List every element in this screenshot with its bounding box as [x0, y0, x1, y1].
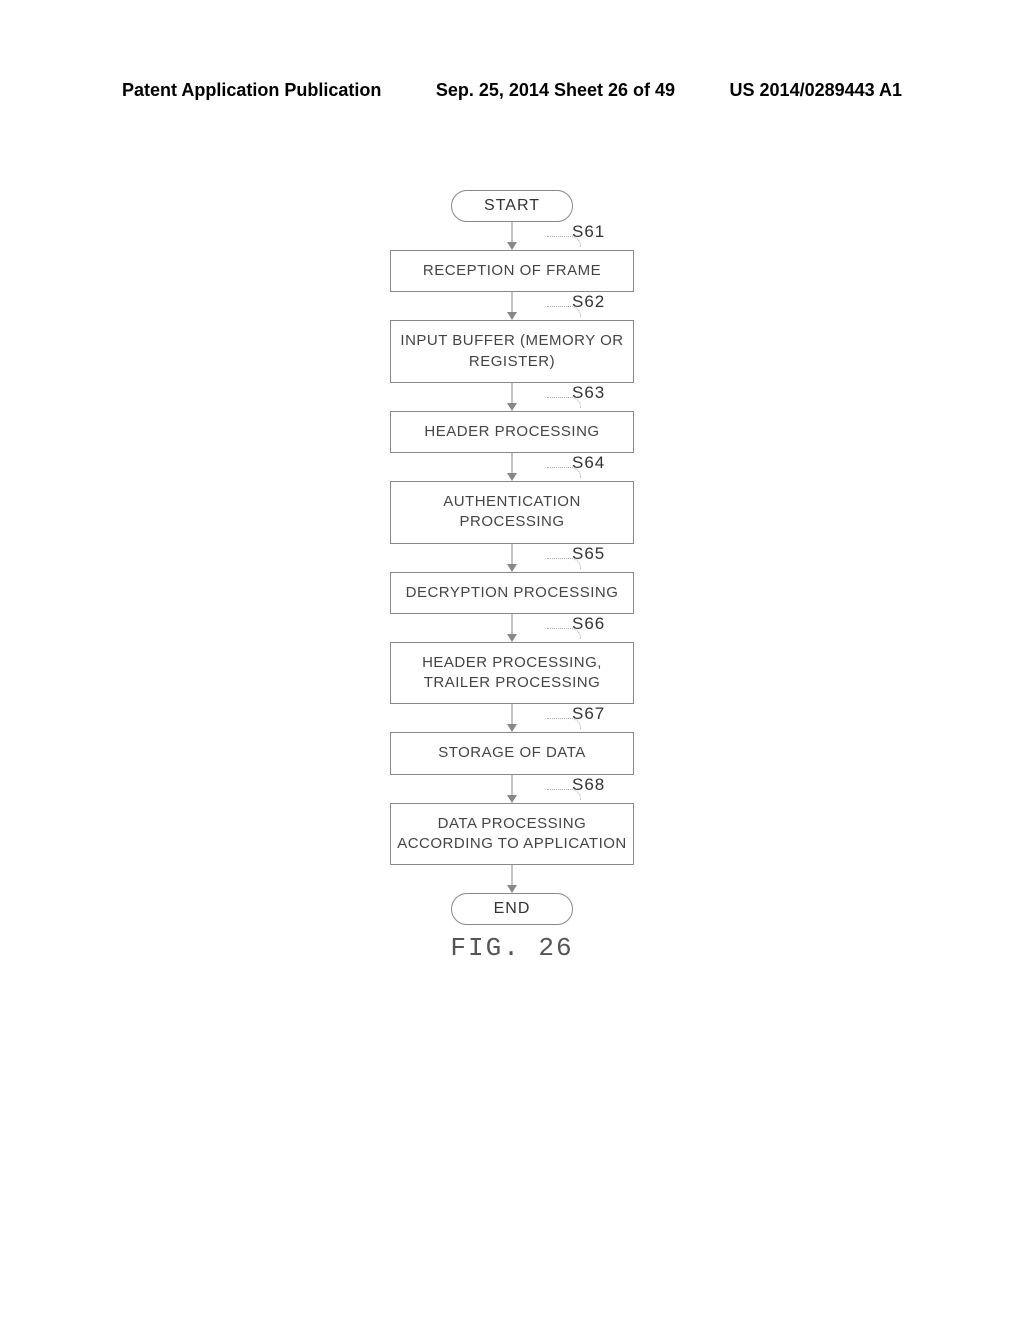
leader-line — [547, 236, 571, 237]
arrow — [312, 614, 712, 642]
process-box-s66: HEADER PROCESSING, TRAILER PROCESSING — [390, 642, 634, 705]
header-row: Patent Application Publication Sep. 25, … — [122, 80, 902, 101]
arrow — [312, 222, 712, 250]
process-box-s63: HEADER PROCESSING — [390, 411, 634, 453]
leader-line — [547, 718, 571, 719]
header-center: Sep. 25, 2014 Sheet 26 of 49 — [436, 80, 675, 101]
process-box-s64: AUTHENTICATION PROCESSING — [390, 481, 634, 544]
flowchart: START RECEPTION OF FRAME S61 INPUT BUFFE… — [312, 190, 712, 963]
process-box-s61: RECEPTION OF FRAME — [390, 250, 634, 292]
figure-caption: FIG. 26 — [312, 933, 712, 963]
leader-line — [547, 306, 571, 307]
arrow — [312, 544, 712, 572]
leader-line — [547, 789, 571, 790]
arrow — [312, 292, 712, 320]
arrow — [312, 865, 712, 893]
leader-line — [547, 467, 571, 468]
page: Patent Application Publication Sep. 25, … — [0, 0, 1024, 1320]
arrow — [312, 704, 712, 732]
header-right: US 2014/0289443 A1 — [730, 80, 902, 101]
page-header: Patent Application Publication Sep. 25, … — [0, 80, 1024, 101]
process-box-s65: DECRYPTION PROCESSING — [390, 572, 634, 614]
header-left: Patent Application Publication — [122, 80, 381, 101]
arrow — [312, 383, 712, 411]
end-terminator: END — [451, 893, 573, 925]
leader-line — [547, 628, 571, 629]
leader-line — [547, 397, 571, 398]
leader-line — [547, 558, 571, 559]
start-terminator: START — [451, 190, 573, 222]
arrow — [312, 775, 712, 803]
process-box-s62: INPUT BUFFER (MEMORY OR REGISTER) — [390, 320, 634, 383]
process-box-s68: DATA PROCESSING ACCORDING TO APPLICATION — [390, 803, 634, 866]
arrow — [312, 453, 712, 481]
process-box-s67: STORAGE OF DATA — [390, 732, 634, 774]
